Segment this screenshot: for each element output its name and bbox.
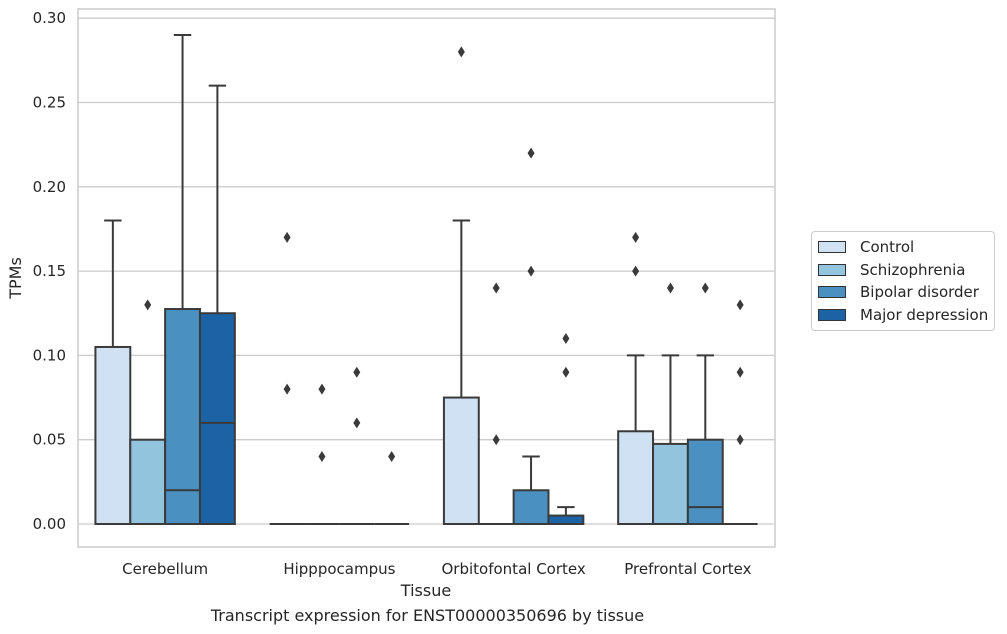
box <box>686 438 724 526</box>
outlier-point <box>666 282 674 294</box>
legend-swatch-major-depression <box>818 308 846 321</box>
outlier-point <box>527 265 535 277</box>
y-tick-label: 0.15 <box>33 262 66 280</box>
box <box>617 430 655 525</box>
outlier-point <box>388 451 396 463</box>
outlier-point <box>632 265 640 277</box>
tick-labels: 0.00 0.05 0.10 0.15 0.20 0.25 0.30 Cerebellum Hi… <box>33 9 752 578</box>
box <box>164 308 201 525</box>
x-tick-label: Orbitofontal Cortex <box>442 560 586 578</box>
y-tick-label: 0.10 <box>33 346 66 364</box>
y-tick-label: 0.30 <box>33 9 66 27</box>
y-tick-label: 0.20 <box>33 178 66 196</box>
outlier-point <box>527 147 535 159</box>
outlier-point <box>353 417 361 429</box>
legend-item-control: Control <box>812 236 994 259</box>
outlier-point <box>632 231 640 243</box>
outlier-point <box>318 451 326 463</box>
box <box>442 396 480 525</box>
outlier-point <box>492 282 500 294</box>
box <box>198 312 236 525</box>
box <box>129 438 167 526</box>
outlier-point <box>562 333 570 345</box>
outlier-point <box>562 366 570 378</box>
x-tick-label: Cerebellum <box>122 560 208 578</box>
legend-item-major-depression: Major depression <box>812 304 994 327</box>
outlier-point <box>701 282 709 294</box>
legend-label-schizophrenia: Schizophrenia <box>860 260 966 279</box>
boxes <box>94 34 758 526</box>
y-axis-title: TPMs <box>6 257 25 300</box>
outlier-point <box>736 366 744 378</box>
legend-swatch-control <box>818 241 846 254</box>
legend-label-control: Control <box>860 238 915 257</box>
outlier-point <box>457 46 465 58</box>
x-tick-label: Hipppocampus <box>283 560 395 578</box>
box <box>94 345 132 525</box>
outliers <box>144 46 744 463</box>
y-tick-label: 0.25 <box>33 94 66 112</box>
outlier-point <box>736 434 744 446</box>
y-tick-label: 0.00 <box>33 515 66 533</box>
chart-caption: Transcript expression for ENST0000035069… <box>210 606 645 625</box>
y-tick-label: 0.05 <box>33 431 66 449</box>
legend: Control Schizophrenia Bipolar disorder M… <box>811 231 995 331</box>
legend-item-schizophrenia: Schizophrenia <box>812 259 994 282</box>
box <box>652 442 689 526</box>
legend-swatch-schizophrenia <box>818 263 846 276</box>
outlier-point <box>492 434 500 446</box>
box <box>512 489 550 525</box>
x-tick-label: Prefrontal Cortex <box>624 560 751 578</box>
box <box>547 514 585 526</box>
plot-frame <box>77 8 776 548</box>
outlier-point <box>283 383 291 395</box>
outlier-point <box>353 366 361 378</box>
legend-label-bipolar-disorder: Bipolar disorder <box>860 283 979 302</box>
outlier-point <box>283 231 291 243</box>
legend-item-bipolar-disorder: Bipolar disorder <box>812 281 994 304</box>
outlier-point <box>144 299 152 311</box>
outlier-point <box>736 299 744 311</box>
x-axis-title: Tissue <box>400 581 451 600</box>
legend-label-major-depression: Major depression <box>860 305 989 324</box>
legend-swatch-bipolar-disorder <box>818 286 846 299</box>
outlier-point <box>318 383 326 395</box>
